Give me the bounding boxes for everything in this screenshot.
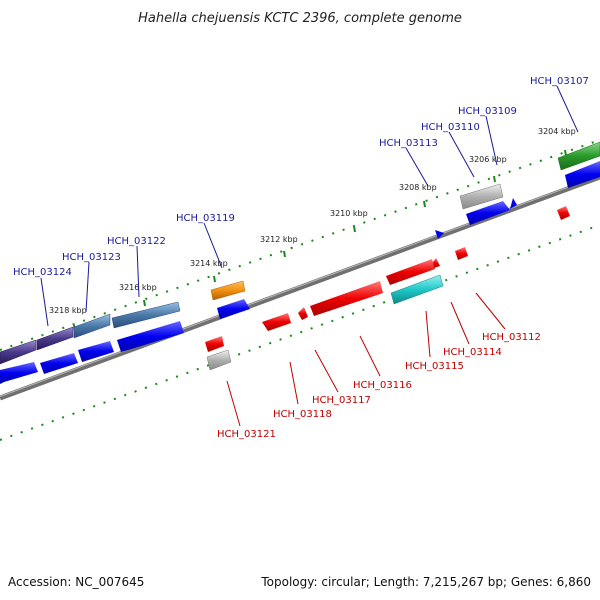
tick-label: 3204 kbp [538,127,576,136]
cds-forward-small[interactable] [435,230,444,239]
cds-reverse[interactable] [455,247,468,260]
cds-reverse[interactable] [262,313,291,331]
cds-forward[interactable] [565,161,600,188]
gene-hch-03122-a[interactable] [73,313,111,339]
gene-label-hch-03118: HCH_03118 [273,409,332,420]
gene-hch-03107[interactable] [557,141,600,171]
gene-label-hch-03109: HCH_03109 [458,106,517,117]
gene-hch-03119[interactable] [210,280,246,301]
cds-reverse[interactable] [298,307,308,320]
gene-hch-03123[interactable] [36,326,74,351]
genome-backbone-highlight [0,175,600,397]
gene-hch-03124[interactable] [0,339,37,365]
gene-label-hch-03113: HCH_03113 [379,138,438,149]
gene-label-hch-03112: HCH_03112 [482,332,541,343]
cds-reverse[interactable] [557,206,570,220]
major-ticks [73,149,567,332]
tick-label: 3214 kbp [190,259,228,268]
gene-hch-03115[interactable] [390,274,444,305]
cds-forward[interactable] [78,341,114,362]
gene-label-hch-03114: HCH_03114 [443,347,502,358]
gene-hch-03122[interactable] [111,301,181,329]
cds-reverse[interactable] [205,336,224,352]
tick-label: 3218 kbp [49,306,87,315]
gene-hch-03110[interactable] [459,183,504,210]
upper-tick-track [0,139,600,351]
tick-label: 3206 kbp [469,155,507,164]
forward-leaders [40,85,579,327]
gene-label-hch-03117: HCH_03117 [312,395,371,406]
gene-label-hch-03119: HCH_03119 [176,213,235,224]
tick-label: 3212 kbp [260,235,298,244]
cds-forward[interactable] [40,353,78,374]
tick-label: 3208 kbp [399,183,437,192]
genome-backbone [0,174,600,401]
tick-label: 3210 kbp [330,209,368,218]
gene-label-hch-03115: HCH_03115 [405,361,464,372]
cds-reverse[interactable] [433,258,440,268]
cds-forward-small[interactable] [510,198,517,209]
cds-forward[interactable] [466,201,510,225]
gene-label-hch-03122: HCH_03122 [107,236,166,247]
gene-label-hch-03123: HCH_03123 [62,252,121,263]
topology-text: Topology: circular; Length: 7,215,267 bp… [260,575,591,589]
reverse-leaders [226,292,506,427]
cds-reverse[interactable] [310,281,383,316]
cds-forward[interactable] [117,321,184,352]
gene-hch-03121[interactable] [206,349,232,371]
cds-forward[interactable] [0,362,38,384]
map-title: Hahella chejuensis KCTC 2396, complete g… [138,11,462,26]
gene-label-hch-03121: HCH_03121 [217,429,276,440]
gene-label-hch-03107: HCH_03107 [530,76,589,87]
gene-label-hch-03116: HCH_03116 [353,380,412,391]
tick-label: 3216 kbp [119,283,157,292]
cds-reverse[interactable] [386,259,435,285]
gene-label-hch-03124: HCH_03124 [13,267,72,278]
accession-text: Accession: NC_007645 [8,575,144,589]
gene-label-hch-03110: HCH_03110 [421,122,480,133]
cds-forward[interactable] [217,299,250,319]
